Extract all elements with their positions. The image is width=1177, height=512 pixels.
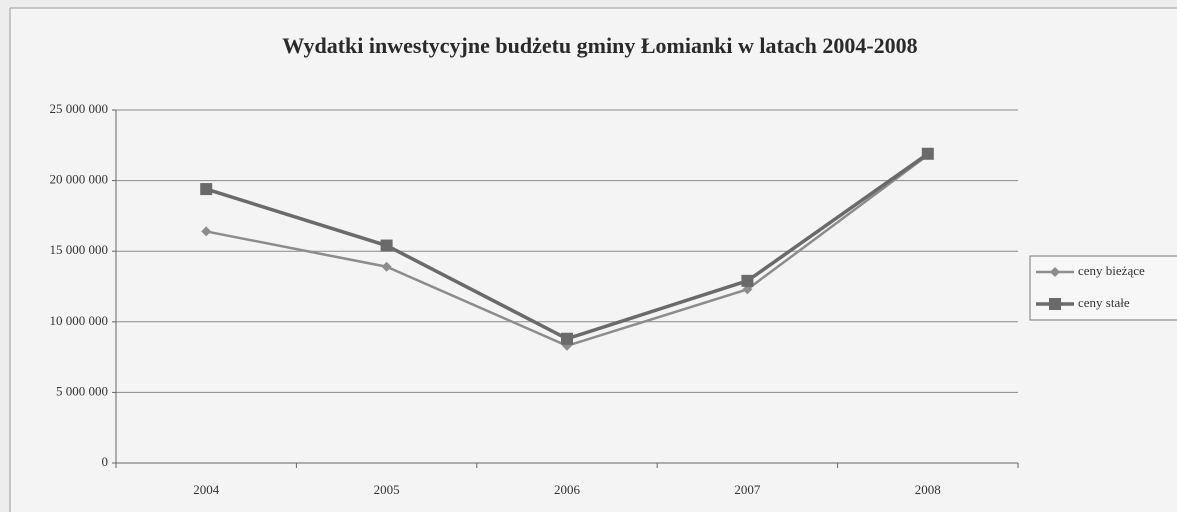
legend-label: ceny stałe — [1078, 295, 1130, 310]
x-tick-label: 2007 — [734, 482, 761, 497]
y-tick-label: 0 — [102, 454, 109, 469]
marker — [380, 239, 393, 252]
marker — [201, 226, 212, 237]
chart-title: Wydatki inwestycyjne budżetu gminy Łomia… — [282, 33, 917, 58]
x-tick-label: 2008 — [915, 482, 941, 497]
marker — [200, 183, 213, 196]
marker — [921, 147, 934, 160]
legend-marker — [1049, 298, 1061, 310]
marker — [561, 332, 573, 345]
x-tick-label: 2004 — [193, 482, 220, 497]
y-tick-label: 15 000 000 — [50, 242, 109, 257]
y-tick-label: 25 000 000 — [50, 101, 109, 116]
y-tick-label: 10 000 000 — [50, 313, 109, 328]
x-tick-label: 2006 — [554, 482, 581, 497]
x-tick-label: 2005 — [374, 482, 400, 497]
legend-label: ceny bieżące — [1078, 263, 1145, 278]
y-tick-label: 5 000 000 — [56, 383, 108, 398]
marker — [741, 274, 754, 287]
legend-marker — [1050, 267, 1060, 277]
marker — [381, 261, 392, 272]
chart-frame — [9, 7, 1177, 512]
y-tick-label: 20 000 000 — [50, 172, 109, 187]
